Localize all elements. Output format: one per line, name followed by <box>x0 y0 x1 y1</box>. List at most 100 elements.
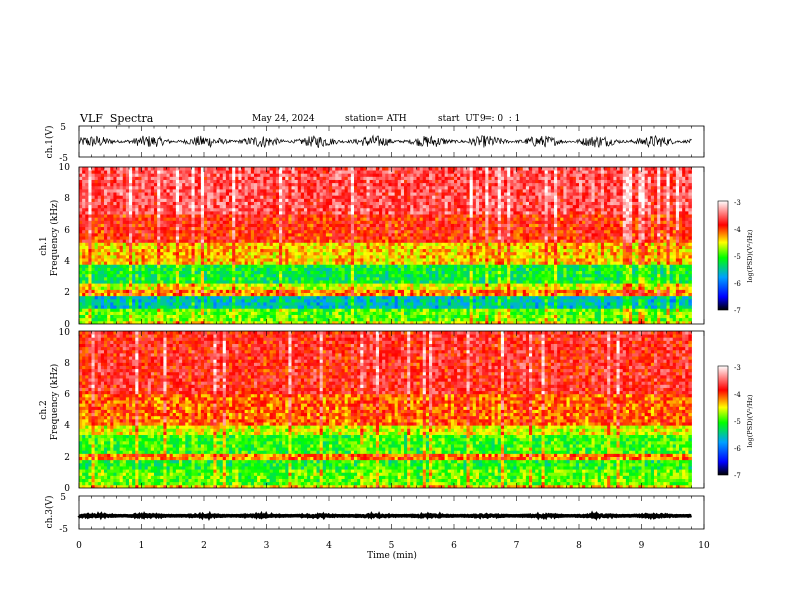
spectrogram-cell <box>257 286 261 290</box>
spectrogram-cell <box>679 283 683 287</box>
spectrogram-cell <box>435 286 439 290</box>
spectrogram-cell <box>591 273 596 278</box>
spectrogram-cell <box>394 258 399 262</box>
spectrogram-cell <box>307 254 311 259</box>
spectrogram-cell <box>519 308 524 312</box>
spectrogram-cell <box>247 320 252 324</box>
spectrogram-cell <box>104 311 108 315</box>
spectrogram-cell <box>441 258 446 262</box>
spectrogram-cell <box>322 311 327 315</box>
spectrogram-cell <box>619 311 624 315</box>
spectrogram-cell <box>204 302 208 306</box>
spectrogram-cell <box>272 251 277 256</box>
spectrogram-cell <box>282 283 286 287</box>
spectrogram-cell <box>132 311 136 315</box>
spectrogram-cell <box>113 317 117 322</box>
spectrogram-cell <box>366 308 371 312</box>
spectrogram-cell <box>216 280 221 284</box>
spectrogram-cell <box>88 305 92 309</box>
spectrogram-cell <box>400 264 405 268</box>
spectrogram-cell <box>469 248 474 253</box>
spectrogram-cell <box>129 305 133 309</box>
spectrogram-cell <box>535 305 539 309</box>
spectrogram-cell <box>507 264 511 268</box>
spectrogram-cell <box>166 276 171 281</box>
spectrogram-cell <box>438 267 442 272</box>
spectrogram-cell <box>332 314 336 319</box>
spectrogram-cell <box>282 292 286 297</box>
spectrogram-cell <box>285 261 289 265</box>
spectrogram-cell <box>544 311 549 315</box>
spectrogram-cell <box>479 295 483 300</box>
spectrogram-cell <box>266 276 271 281</box>
spectrogram-cell <box>685 314 689 319</box>
spectrogram-cell <box>363 254 367 259</box>
spectrogram-cell <box>338 289 342 293</box>
spectrogram-cell <box>160 292 164 297</box>
spectrogram-cell <box>297 264 302 268</box>
spectrogram-cell <box>422 245 427 250</box>
spectrogram-cell <box>360 305 364 309</box>
spectrogram-cell <box>116 295 121 300</box>
spectrogram-cell <box>313 286 317 290</box>
spectrogram-cell <box>257 254 261 259</box>
spectrogram-cell <box>460 286 464 290</box>
spectrogram-cell <box>625 276 630 281</box>
spectrogram-cell <box>444 270 449 275</box>
spectrogram-cell <box>179 302 183 306</box>
spectrogram-cell <box>79 276 83 281</box>
spectrogram-cell <box>666 276 671 281</box>
spectrogram-cell <box>641 280 646 284</box>
spectrogram-cell <box>363 261 367 265</box>
spectrogram-cell <box>613 305 617 309</box>
spectrogram-cell <box>397 283 402 287</box>
spectrogram-cell <box>410 320 414 324</box>
spectrogram-cell <box>504 248 508 253</box>
spectrogram-cell <box>369 305 374 309</box>
spectrogram-cell <box>666 317 671 322</box>
spectrogram-cell <box>319 258 324 262</box>
spectrogram-cell <box>494 273 499 278</box>
spectrogram-cell <box>97 251 102 256</box>
spectrogram-cell <box>629 295 633 300</box>
spectrogram-cell <box>294 286 299 290</box>
spectrogram-cell <box>572 314 577 319</box>
spectrogram-cell <box>272 267 277 272</box>
spectrogram-cell <box>107 276 111 281</box>
spectrogram-cell <box>182 308 186 312</box>
spectrogram-cell <box>472 302 477 306</box>
spectrogram-cell <box>466 267 471 272</box>
spectrogram-cell <box>232 320 236 324</box>
spectrogram-cell <box>307 267 311 272</box>
spectrogram-cell <box>113 289 117 293</box>
spectrogram-cell <box>332 248 336 253</box>
spectrogram-cell <box>335 283 339 287</box>
spectrogram-cell <box>675 314 680 319</box>
spectrogram-cell <box>675 251 680 256</box>
spectrogram-cell <box>388 289 392 293</box>
spectrogram-cell <box>338 314 342 319</box>
spectrogram-cell <box>429 320 433 324</box>
spectrogram-cell <box>119 295 124 300</box>
spectrogram-cell <box>125 276 130 281</box>
spectrogram-cell <box>500 276 505 281</box>
spectrogram-cell <box>560 308 564 312</box>
spectrogram-cell <box>297 317 302 322</box>
spectrogram-cell <box>104 295 108 300</box>
spectrogram-cell <box>360 276 364 281</box>
spectrogram-cell <box>191 276 196 281</box>
spectrogram-cell <box>672 302 677 306</box>
spectrogram-cell <box>163 317 167 322</box>
spectrogram-cell <box>313 264 317 268</box>
spectrogram-cell <box>597 292 602 297</box>
spectrogram-cell <box>119 298 124 303</box>
spectrogram-cell <box>563 245 567 250</box>
spectrogram-cell <box>216 302 221 306</box>
spectrogram-cell <box>469 254 474 259</box>
spectrogram-cell <box>510 311 514 315</box>
spectrogram-cell <box>275 289 280 293</box>
spectrogram-cell <box>300 305 305 309</box>
spectrogram-cell <box>272 314 277 319</box>
spectrogram-cell <box>122 305 127 309</box>
spectrogram-cell <box>482 264 486 268</box>
